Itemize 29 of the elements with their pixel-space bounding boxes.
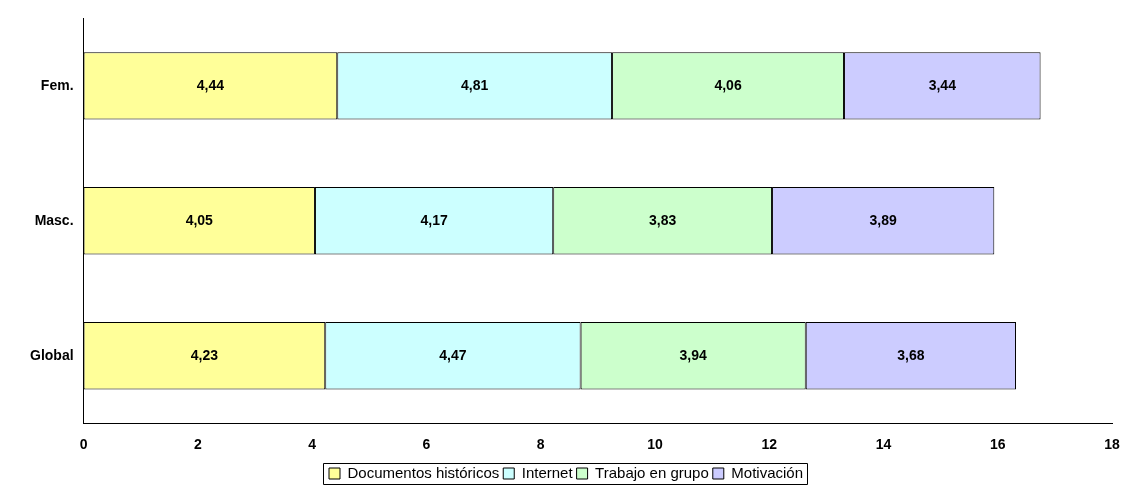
- y-tick-label: Masc.: [34, 211, 74, 228]
- data-label: 4,47: [439, 346, 467, 363]
- data-label: 4,17: [420, 211, 448, 228]
- legend-label: Internet: [521, 463, 574, 481]
- x-tick-label: 14: [875, 436, 892, 453]
- data-label: 3,44: [928, 76, 957, 93]
- data-label: 3,68: [897, 346, 925, 363]
- x-tick-label: 10: [647, 436, 663, 453]
- y-tick-label: Fem.: [40, 76, 74, 93]
- legend-label: Trabajo en grupo: [595, 463, 709, 481]
- x-tick-label: 18: [1104, 436, 1120, 453]
- x-tick-label: 16: [989, 436, 1006, 453]
- data-label: 3,94: [679, 346, 708, 363]
- y-tick-label: Global: [30, 346, 74, 363]
- data-label: 4,81: [461, 76, 489, 93]
- data-label: 4,23: [190, 346, 219, 363]
- legend-label: Motivación: [731, 463, 803, 481]
- x-tick-label: 8: [536, 436, 545, 453]
- x-tick-label: 2: [193, 436, 202, 453]
- data-label: 3,89: [869, 211, 898, 228]
- data-label: 4,06: [714, 76, 742, 93]
- legend-label: Documentos históricos: [347, 463, 500, 481]
- x-tick-label: 12: [761, 436, 778, 453]
- data-label: 3,83: [649, 211, 677, 228]
- x-tick-label: 6: [422, 436, 431, 453]
- data-label: 4,44: [196, 76, 225, 93]
- x-tick-label: 4: [308, 436, 317, 453]
- x-tick-label: 0: [79, 436, 88, 453]
- data-label: 4,05: [185, 211, 214, 228]
